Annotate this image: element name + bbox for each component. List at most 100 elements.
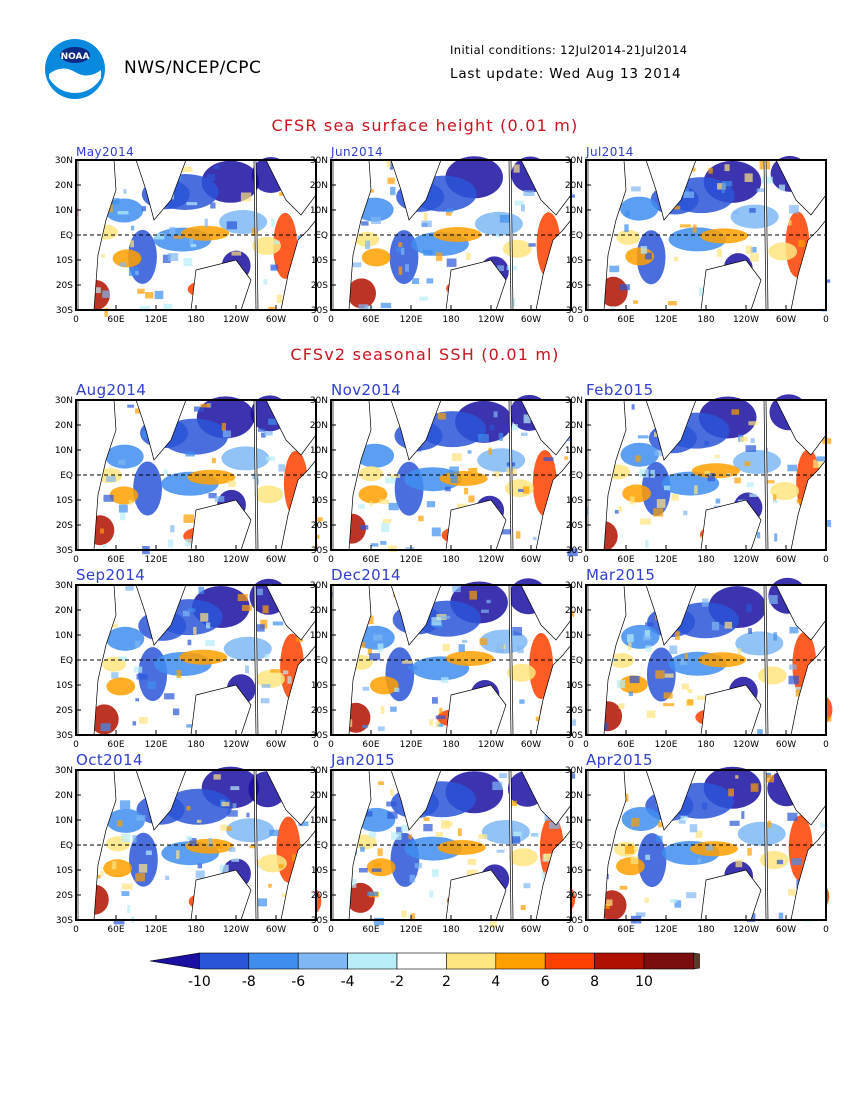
y-tick-label: 10S — [566, 681, 583, 691]
colorbar-swatch — [396, 952, 447, 970]
ssh-cell — [478, 834, 488, 839]
ssh-blob — [112, 249, 142, 268]
ssh-cell — [268, 883, 272, 888]
ssh-cell — [136, 673, 148, 680]
y-tick-label: EQ — [60, 231, 73, 241]
ssh-cell — [692, 224, 697, 233]
ssh-cell — [464, 487, 469, 495]
colorbar-swatch — [199, 952, 250, 970]
ssh-blob — [359, 466, 384, 482]
ssh-cell — [445, 486, 451, 492]
ssh-cell — [681, 202, 688, 207]
org-name: NWS/NCEP/CPC — [124, 58, 262, 78]
ssh-cell — [683, 510, 688, 516]
ssh-cell — [182, 610, 190, 617]
ssh-cell — [767, 480, 775, 484]
ssh-cell — [640, 246, 648, 254]
land-mask — [190, 869, 252, 921]
x-tick-label: 180 — [697, 925, 714, 935]
ssh-cell — [111, 861, 117, 870]
colorbar-label: -4 — [341, 974, 355, 990]
y-tick-label: EQ — [60, 841, 73, 851]
ssh-cell — [136, 815, 146, 821]
ssh-cell — [141, 430, 151, 439]
ssh-blob — [661, 471, 720, 496]
ssh-cell — [127, 404, 134, 408]
ssh-cell — [367, 891, 378, 896]
x-tick-label: 0 — [73, 315, 79, 325]
ssh-cell — [674, 631, 680, 640]
ssh-cell — [619, 885, 628, 890]
ssh-blob — [106, 808, 145, 833]
ssh-cell — [220, 824, 227, 831]
y-tick-label: 20S — [311, 891, 328, 901]
ssh-cell — [102, 544, 107, 548]
ssh-cell — [495, 234, 500, 238]
colorbar-label: -6 — [291, 974, 305, 990]
ssh-blob — [439, 471, 488, 486]
ssh-cell — [264, 653, 270, 659]
colorbar-swatch — [594, 952, 645, 970]
ssh-cell — [747, 848, 752, 856]
panel-label: May2014 — [76, 145, 135, 159]
ssh-cell — [629, 675, 640, 684]
ssh-cell — [512, 424, 518, 431]
ssh-cell — [365, 811, 373, 817]
ssh-blob — [181, 225, 230, 241]
ssh-cell — [466, 869, 478, 879]
ssh-cell — [683, 191, 695, 198]
y-tick-label: 10N — [310, 206, 328, 216]
ssh-cell — [521, 204, 525, 212]
ssh-cell — [414, 863, 422, 869]
ssh-cell — [396, 247, 402, 253]
ssh-cell — [362, 725, 368, 729]
x-tick-label: 120W — [733, 315, 759, 325]
ssh-cell — [744, 173, 753, 182]
x-tick-label: 0 — [328, 925, 334, 935]
ssh-cell — [230, 786, 240, 791]
ssh-cell — [669, 645, 678, 654]
ssh-cell — [370, 543, 379, 547]
y-tick-label: 30N — [310, 581, 328, 591]
ssh-cell — [750, 438, 755, 444]
x-tick-label: 0 — [823, 315, 829, 325]
ssh-cell — [795, 689, 801, 697]
ssh-cell — [750, 247, 757, 253]
y-tick-label: 30S — [566, 731, 583, 741]
y-tick-label: 30N — [55, 156, 73, 166]
ssh-blob — [503, 239, 532, 258]
ssh-blob — [768, 242, 798, 261]
ssh-cell — [103, 494, 114, 502]
ssh-cell — [255, 624, 265, 632]
ssh-cell — [380, 541, 387, 545]
y-tick-label: EQ — [315, 656, 328, 666]
ssh-cell — [774, 533, 778, 542]
ssh-cell — [724, 621, 733, 629]
ssh-cell — [380, 302, 392, 308]
ssh-cell — [368, 832, 377, 838]
y-tick-label: 10S — [566, 256, 583, 266]
ssh-blob — [621, 807, 661, 831]
ssh-cell — [359, 868, 368, 873]
ssh-cell — [816, 456, 827, 462]
ssh-cell — [167, 539, 174, 548]
ssh-cell — [273, 240, 280, 245]
ssh-cell — [186, 202, 198, 206]
ssh-cell — [298, 821, 309, 827]
ssh-cell — [614, 510, 619, 514]
ssh-cell — [227, 810, 238, 817]
ssh-cell — [257, 588, 263, 596]
ssh-cell — [167, 253, 179, 261]
y-tick-label: 10N — [565, 446, 583, 456]
ssh-cell — [737, 648, 741, 655]
ssh-cell — [488, 447, 492, 455]
x-tick-label: 120W — [733, 555, 759, 565]
ssh-cell — [517, 646, 524, 654]
x-tick-label: 0 — [568, 315, 574, 325]
ssh-cell — [381, 523, 390, 533]
ssh-cell — [478, 434, 489, 443]
ssh-cell — [386, 160, 391, 168]
ssh-cell — [639, 468, 649, 478]
